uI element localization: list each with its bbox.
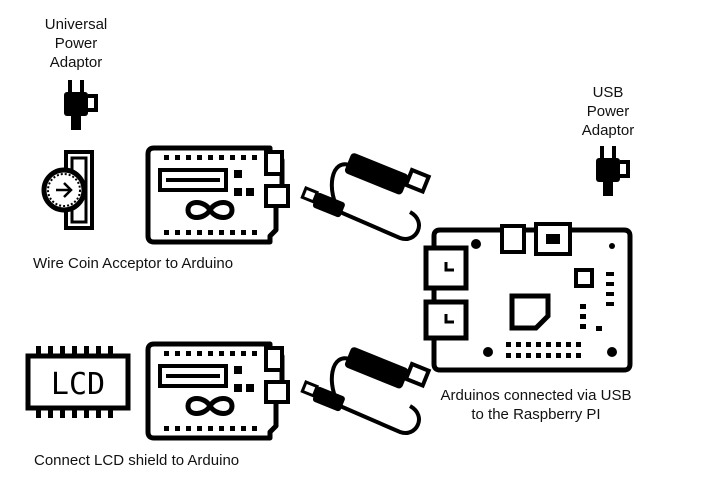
lcd-display-icon: LCD xyxy=(25,346,131,418)
raspberry-pi-icon xyxy=(423,222,633,373)
lcd-display-text: LCD xyxy=(51,367,105,402)
pi-section-caption: Arduinos connected via USB to the Raspbe… xyxy=(440,387,632,423)
usb-cable-icon xyxy=(300,344,431,436)
universal-adaptor-label: Universal Power Adaptor xyxy=(44,16,108,71)
usb-adaptor-label: USB Power Adaptor xyxy=(581,84,635,139)
usb-power-adapter-icon xyxy=(594,144,630,198)
arduino-board-icon xyxy=(148,148,288,242)
universal-power-adapter-icon xyxy=(62,78,98,132)
lcd-section-caption: Connect LCD shield to Arduino xyxy=(34,452,240,469)
arduino-board-icon xyxy=(148,344,288,438)
coin-acceptor-icon xyxy=(41,150,94,230)
usb-cable-icon xyxy=(300,150,431,242)
coin-section-caption: Wire Coin Acceptor to Arduino xyxy=(33,255,234,272)
